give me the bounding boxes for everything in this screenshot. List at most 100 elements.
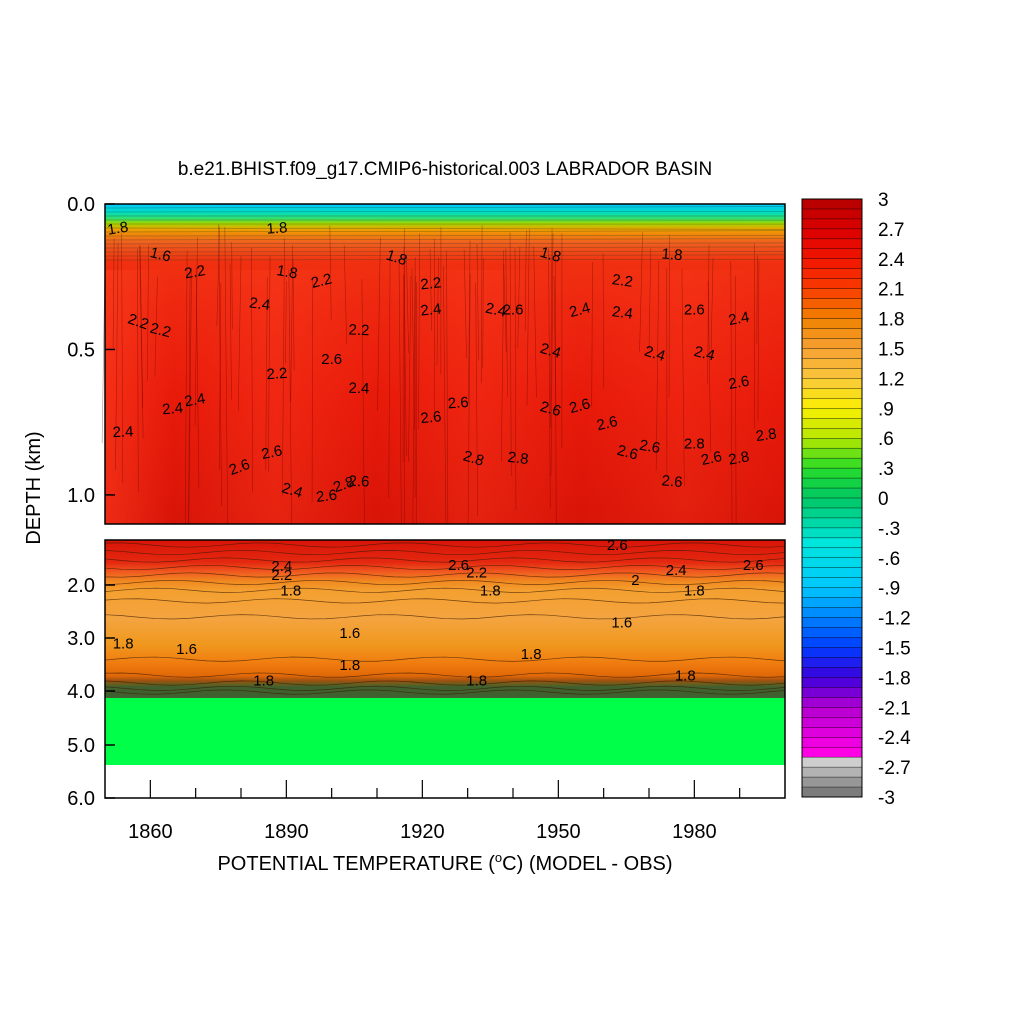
x-axis-label-prefix: POTENTIAL TEMPERATURE ( xyxy=(217,853,495,875)
colorbar-cell xyxy=(801,497,863,509)
upper-contour-streak xyxy=(655,260,660,471)
upper-contour-streak xyxy=(476,243,479,361)
upper-contour-streak xyxy=(639,232,643,352)
contour-label: 2.6 xyxy=(615,442,640,464)
contour-label: 1.8 xyxy=(384,247,409,270)
upper-contour-streak xyxy=(115,242,119,471)
colorbar-cell xyxy=(801,228,863,240)
colorbar-tick-label: -1.2 xyxy=(878,609,911,630)
upper-contour-streak xyxy=(268,255,271,472)
upper-contour-streak xyxy=(509,232,512,477)
lower-contour-line xyxy=(104,579,786,586)
colorbar-cell xyxy=(801,627,863,639)
colorbar-cell xyxy=(801,677,863,688)
y-tick-label: 5.0 xyxy=(67,735,95,757)
colorbar-cell xyxy=(801,567,863,579)
contour-label: 2.2 xyxy=(148,320,172,342)
contour-label: 2.8 xyxy=(684,435,705,452)
x-axis-label: POTENTIAL TEMPERATURE (oC) (MODEL - OBS) xyxy=(217,850,672,875)
colorbar-cell xyxy=(801,647,863,658)
upper-contour-line xyxy=(104,211,786,213)
upper-contour-line xyxy=(104,227,786,230)
upper-contour-streak xyxy=(282,238,285,497)
contour-label: 2.4 xyxy=(692,343,716,365)
lower-panel-field xyxy=(105,540,785,698)
y-tick-label: 6.0 xyxy=(67,788,95,810)
y-tick-label: 0.5 xyxy=(67,339,95,361)
upper-contour-streak xyxy=(406,254,409,354)
lower-panel: 2.42.21.81.61.8 1.61.81.82.62.21.81.81.82… xyxy=(104,537,786,799)
upper-contour-streak xyxy=(591,262,593,407)
upper-contour-streak xyxy=(194,237,198,426)
upper-contour-streak xyxy=(710,258,714,359)
upper-contour-streak xyxy=(463,249,467,359)
colorbar-cell xyxy=(801,218,863,230)
x-axis-label-degree: o xyxy=(495,850,502,865)
colorbar-cell xyxy=(801,517,863,529)
upper-contour-streak xyxy=(446,250,449,525)
upper-contour-streak xyxy=(514,248,517,511)
y-tick-label: 0.0 xyxy=(67,194,95,216)
chart-title: b.e21.BHIST.f09_g17.CMIP6-historical.003… xyxy=(178,159,712,180)
upper-contour-streak xyxy=(468,240,471,404)
contour-label: 1.8 xyxy=(466,673,487,690)
contour-label: 2.4 xyxy=(161,400,183,419)
colorbar-cell xyxy=(801,338,863,349)
colorbar-cell xyxy=(801,737,863,748)
colorbar-cell xyxy=(801,398,863,409)
x-tick-label: 1950 xyxy=(536,821,581,843)
upper-contour-streak xyxy=(218,283,222,471)
contour-label: 2.2 xyxy=(348,322,369,340)
contour-label: 1.8 xyxy=(684,583,705,600)
contour-label: 2.6 xyxy=(538,398,563,420)
upper-contour-streak xyxy=(467,273,471,525)
contour-label: 1.8 xyxy=(106,219,129,239)
upper-contour-streak xyxy=(436,257,439,366)
colorbar-cell xyxy=(801,537,863,549)
upper-contour-streak xyxy=(602,253,605,389)
colorbar-tick-label: -1.5 xyxy=(878,639,911,660)
contour-label: 2.6 xyxy=(503,302,524,319)
colorbar-cell xyxy=(801,597,863,609)
lower-contour-line xyxy=(104,557,786,563)
colorbar-cell xyxy=(801,438,863,449)
colorbar-cells xyxy=(801,198,863,798)
upper-contour-streak xyxy=(218,224,222,507)
colorbar-cell xyxy=(801,617,863,629)
contour-label: 2.6 xyxy=(315,487,338,506)
colorbar-tick-label: .3 xyxy=(878,459,894,480)
colorbar-cell xyxy=(801,308,863,320)
upper-contour-streak xyxy=(139,245,143,409)
lower-panel-bottom-layer xyxy=(105,698,785,765)
upper-contour-streak xyxy=(147,245,149,381)
upper-contour-streak xyxy=(681,269,685,486)
x-tick-label: 1920 xyxy=(400,821,445,843)
upper-contour-streak xyxy=(137,248,139,493)
colorbar-cell xyxy=(801,477,863,489)
upper-contour-streak xyxy=(265,277,268,471)
upper-contour-streak xyxy=(554,253,557,525)
upper-contour-streak xyxy=(412,257,416,525)
colorbar-cell xyxy=(801,318,863,330)
colorbar-cell xyxy=(801,547,863,559)
contour-label: 1.6 xyxy=(176,641,197,658)
contour-label: 2.4 xyxy=(568,299,593,321)
colorbar-cell xyxy=(801,756,863,768)
colorbar-tick-label: -3 xyxy=(878,788,895,809)
y-tick-label: 1.0 xyxy=(67,485,95,507)
colorbar-cell xyxy=(801,786,863,798)
lower-contour-labels: 2.42.21.81.61.8 1.61.81.82.62.21.81.81.82… xyxy=(113,537,764,690)
colorbar-tick-label: -1.8 xyxy=(878,668,911,689)
upper-contour-streak xyxy=(517,247,521,348)
contour-label: 2.6 xyxy=(448,557,469,574)
contour-label: 2.4 xyxy=(642,343,667,365)
contour-label: 2.8 xyxy=(755,425,778,445)
upper-contour-streak xyxy=(550,233,554,476)
colorbar-tick-label: 2.4 xyxy=(878,250,905,271)
upper-contour-streak xyxy=(377,237,381,412)
upper-contour-streak xyxy=(524,229,527,332)
colorbar-cell xyxy=(801,358,863,369)
contour-label: 1.8 xyxy=(266,219,288,237)
colorbar-cell xyxy=(801,268,863,280)
upper-contour-line xyxy=(104,251,786,253)
